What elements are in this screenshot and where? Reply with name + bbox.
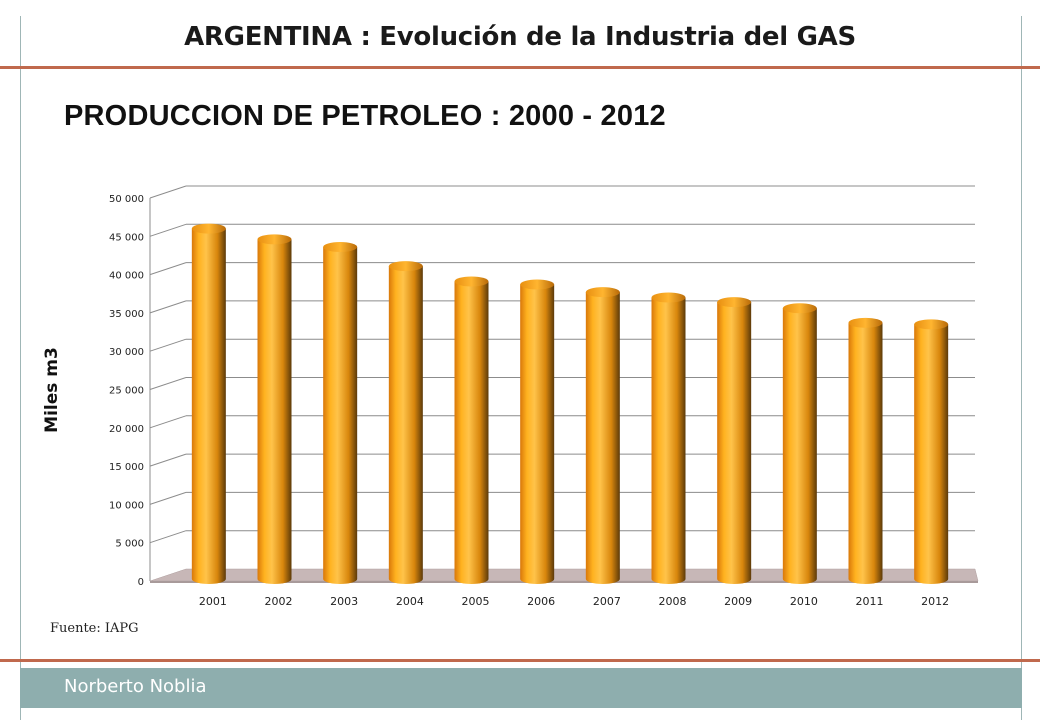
source-note: Fuente: IAPG [50, 621, 139, 636]
y-tick-label: 5 000 [115, 539, 144, 550]
grid-layer [149, 185, 975, 581]
x-tick-label: 2010 [790, 595, 818, 608]
bar [323, 241, 358, 584]
footer-author: Norberto Noblia [64, 676, 207, 697]
bar-body [717, 302, 752, 584]
bar-cap [585, 287, 620, 298]
y-tick-label: 50 000 [109, 194, 144, 205]
bar-cap [454, 276, 489, 287]
bar [651, 292, 686, 584]
frame-right-border [1021, 16, 1022, 720]
bar-body [257, 239, 292, 584]
x-tick-label: 2011 [856, 595, 884, 608]
bar-cap [717, 297, 752, 308]
x-tick-label: 2001 [199, 595, 227, 608]
bar-body [520, 284, 555, 584]
y-axis-label: Miles m3 [42, 347, 62, 433]
x-axis-ticks: 2001 2002 2003 2004 2005 2006 2007 2008 2009 2010… [199, 595, 949, 608]
gridline-diagonal [149, 185, 187, 199]
x-tick-label: 2006 [527, 595, 555, 608]
y-tick-label: 45 000 [109, 232, 144, 243]
bar-cap [323, 241, 358, 252]
gridline-diagonal [149, 530, 187, 544]
bar [520, 279, 555, 584]
bar [257, 234, 292, 584]
y-tick-label: 15 000 [109, 462, 144, 473]
chart-title: PRODUCCION DE PETROLEO : 2000 - 2012 [64, 100, 666, 132]
bar [914, 319, 949, 584]
bar [191, 223, 226, 584]
y-tick-label: 35 000 [109, 309, 144, 320]
bar [454, 276, 489, 584]
y-tick-label: 20 000 [109, 424, 144, 435]
floor-edge [150, 581, 978, 583]
bar-body [323, 246, 358, 584]
x-tick-label: 2009 [724, 595, 752, 608]
bar-body [914, 324, 949, 584]
bar-body [651, 297, 686, 584]
bar-body [191, 228, 226, 584]
bars [191, 223, 949, 584]
gridline-diagonal [149, 491, 187, 505]
bar-body [848, 322, 883, 584]
y-tick-label: 0 [138, 577, 144, 588]
y-tick-label: 40 000 [109, 271, 144, 282]
frame-left-border [20, 16, 21, 720]
bar-cap [848, 317, 883, 328]
bar [782, 303, 817, 584]
gridline-diagonal [149, 415, 187, 429]
gridline-diagonal [149, 338, 187, 352]
gridline-diagonal [149, 223, 187, 237]
footer-bar [20, 668, 1022, 708]
gridline-diagonal [149, 377, 187, 390]
bar-cap [914, 319, 949, 330]
bar [717, 297, 752, 584]
bar [388, 261, 423, 584]
bar-cap [782, 303, 817, 314]
bar-body [585, 292, 620, 584]
bar-body [388, 266, 423, 584]
gridline-diagonal [149, 262, 187, 276]
bar-body [454, 281, 489, 584]
x-tick-label: 2005 [462, 595, 490, 608]
bar-cap [651, 292, 686, 303]
y-axis-ticks: 0 5 000 10 000 15 000 20 000 25 000 30 000 35 0… [109, 194, 144, 588]
x-tick-label: 2007 [593, 595, 621, 608]
bar [848, 317, 883, 584]
bar-cap [388, 261, 423, 272]
gridline-diagonal [149, 300, 187, 314]
bar-cap [257, 234, 292, 245]
x-tick-label: 2003 [330, 595, 358, 608]
header-divider [0, 66, 1040, 69]
x-tick-label: 2008 [659, 595, 687, 608]
y-tick-label: 30 000 [109, 347, 144, 358]
gridline-diagonal [149, 453, 187, 467]
bar-cap [520, 279, 555, 290]
bar-body [782, 308, 817, 584]
slide-title: ARGENTINA : Evolución de la Industria de… [184, 22, 856, 52]
y-tick-label: 10 000 [109, 500, 144, 511]
x-tick-label: 2002 [265, 595, 293, 608]
x-tick-label: 2012 [921, 595, 949, 608]
x-tick-label: 2004 [396, 595, 424, 608]
y-tick-label: 25 000 [109, 386, 144, 397]
bar-cap [191, 223, 226, 234]
bar [585, 287, 620, 584]
footer-divider [0, 659, 1040, 662]
